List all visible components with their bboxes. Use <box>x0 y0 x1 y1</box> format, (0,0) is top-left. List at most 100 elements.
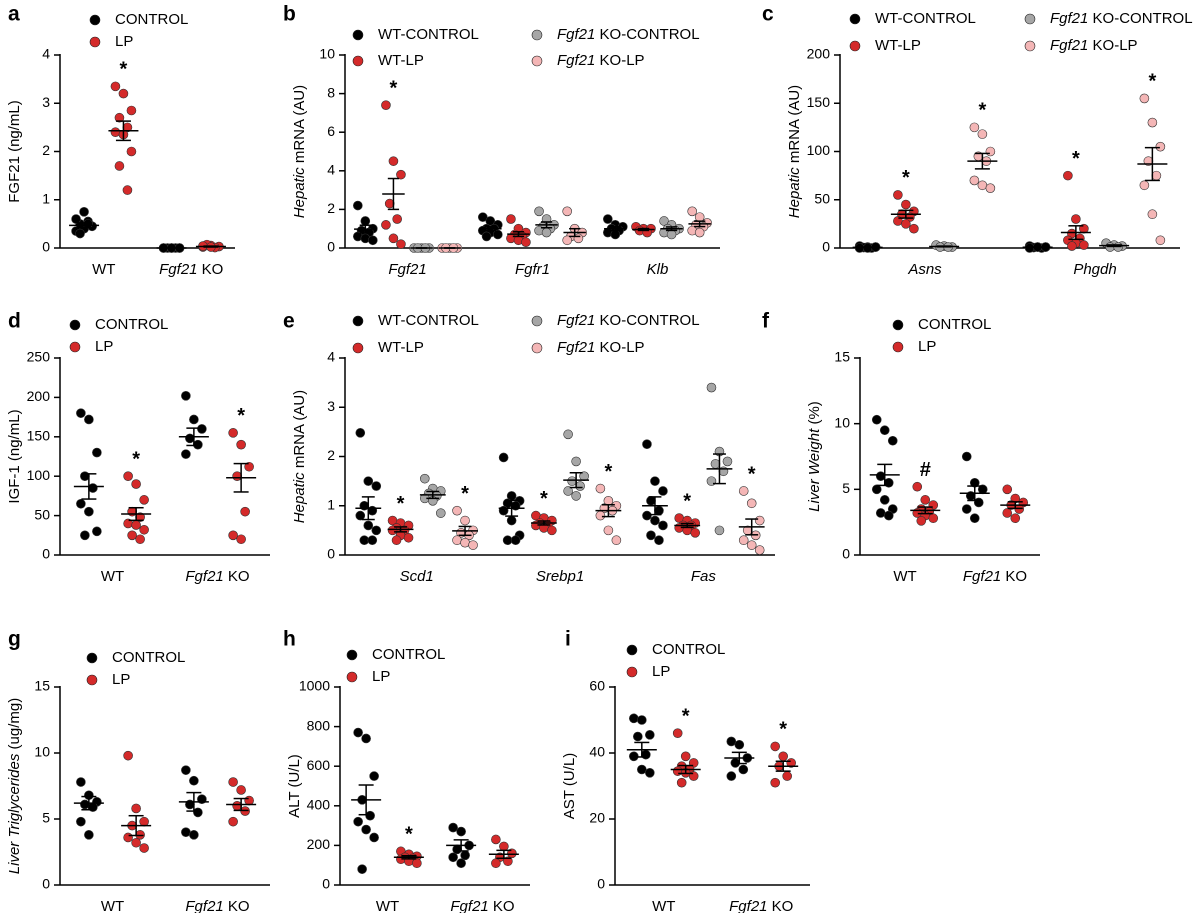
y-axis-label: ALT (U/L) <box>286 754 303 818</box>
y-tick-label: 0 <box>327 239 335 255</box>
legend-marker <box>86 652 98 664</box>
data-point <box>181 391 191 401</box>
data-point <box>746 498 757 509</box>
data-point <box>412 858 422 869</box>
data-point <box>1071 214 1081 224</box>
data-point <box>396 239 406 249</box>
data-point <box>80 471 90 482</box>
x-tick-label: Fgfr1 <box>515 261 550 278</box>
y-tick-label: 0 <box>822 239 830 255</box>
data-point <box>1063 170 1073 181</box>
data-point <box>118 88 129 99</box>
data-point <box>369 771 379 781</box>
data-point <box>654 535 664 546</box>
legend-marker <box>69 341 81 353</box>
data-point <box>642 439 652 449</box>
legend-marker <box>89 14 101 26</box>
data-point <box>887 435 898 446</box>
data-point <box>240 506 250 517</box>
y-tick-label: 4 <box>42 46 50 62</box>
data-point <box>977 180 988 191</box>
data-point <box>734 739 745 750</box>
data-point <box>452 505 462 516</box>
x-tick-label: Klb <box>647 261 669 278</box>
data-point <box>75 228 85 239</box>
legend-label: Fgf21 KO-CONTROL <box>557 312 700 329</box>
data-point <box>1139 180 1150 191</box>
y-tick-label: 50 <box>34 506 50 522</box>
data-point <box>236 534 246 545</box>
data-point <box>403 532 414 543</box>
data-point <box>658 520 668 531</box>
y-axis-label: IGF-1 (ng/mL) <box>6 409 23 503</box>
data-point <box>84 506 94 517</box>
data-point <box>1002 484 1013 495</box>
y-tick-label: 0 <box>42 876 50 892</box>
data-point <box>706 382 717 393</box>
data-point <box>1010 513 1021 524</box>
data-point <box>672 766 683 776</box>
data-point <box>499 841 509 852</box>
legend-label: LP <box>112 671 130 688</box>
data-point <box>485 216 496 226</box>
data-point <box>355 428 366 438</box>
data-point <box>1067 241 1077 251</box>
data-point <box>122 185 133 195</box>
data-point <box>353 727 363 738</box>
data-point <box>666 229 677 240</box>
data-point <box>114 161 125 171</box>
data-point <box>969 513 980 524</box>
data-point <box>650 515 660 526</box>
data-point <box>381 100 391 110</box>
y-axis-label: Liver Triglycerides (ug/mg) <box>6 698 23 874</box>
data-point <box>491 858 501 869</box>
panel-label: d <box>8 310 21 333</box>
data-point <box>110 81 121 92</box>
y-tick-label: 2 <box>42 142 50 158</box>
significance-marker: # <box>920 459 931 481</box>
data-point <box>883 510 894 521</box>
data-point <box>355 510 366 521</box>
data-point <box>361 733 371 744</box>
data-point <box>71 214 81 224</box>
data-point <box>244 795 254 806</box>
panel-label: g <box>8 628 21 651</box>
data-point <box>641 749 651 760</box>
data-point <box>920 495 931 505</box>
legend-marker <box>531 342 543 354</box>
data-point <box>367 535 378 546</box>
data-point <box>359 535 370 546</box>
data-point <box>901 219 911 229</box>
y-axis-label: Hepatic mRNA (AU) <box>291 390 308 523</box>
data-point <box>782 771 792 781</box>
data-point <box>493 229 503 240</box>
data-point <box>778 751 788 762</box>
data-point <box>228 777 238 787</box>
panel: h ALT (U/L) 0 200 400 600 800 1000 WT Fgf21 KO CON… <box>283 628 530 913</box>
data-point <box>460 850 470 861</box>
data-point <box>770 741 780 752</box>
panel-label: f <box>762 310 770 333</box>
data-point <box>388 156 399 166</box>
legend-label: CONTROL <box>918 316 991 333</box>
legend-label: WT-LP <box>378 52 424 69</box>
data-point <box>650 476 660 486</box>
data-point <box>506 515 517 526</box>
legend-marker <box>352 29 364 41</box>
data-point <box>131 479 141 489</box>
legend-marker <box>346 671 358 683</box>
y-tick-label: 8 <box>327 84 335 100</box>
data-point <box>478 212 488 222</box>
data-point <box>80 799 90 810</box>
data-point <box>189 775 199 786</box>
significance-marker: * <box>978 100 986 122</box>
significance-marker: * <box>779 719 787 741</box>
data-point <box>534 206 544 217</box>
data-point <box>391 535 402 546</box>
data-point <box>893 190 903 200</box>
data-point <box>672 728 683 739</box>
data-point <box>123 750 133 761</box>
panel: f Liver Weight (%) 0 5 10 15 WT Fgf21 KO CONTROL… <box>762 310 1040 585</box>
x-tick-label: Fgf21 KO <box>185 568 249 585</box>
data-point <box>637 715 647 725</box>
